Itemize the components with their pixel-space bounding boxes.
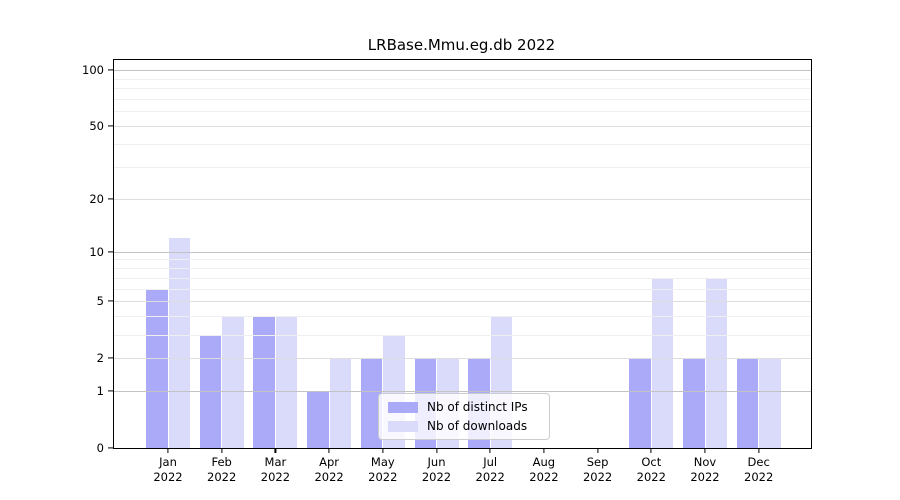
gridline xyxy=(114,259,811,261)
x-tick-mark xyxy=(382,448,384,453)
gridline xyxy=(114,358,811,359)
x-tick-mark xyxy=(597,448,599,453)
y-tick-label: 5 xyxy=(96,294,104,309)
bar-may-distinct-ips xyxy=(360,358,383,448)
y-tick-mark xyxy=(108,390,114,392)
gridline xyxy=(114,334,811,336)
gridline xyxy=(114,98,811,100)
y-tick-label: 10 xyxy=(89,244,104,259)
y-tick-label: 1 xyxy=(96,384,104,399)
x-tick-label-aug: Aug 2022 xyxy=(529,455,559,484)
gridline xyxy=(114,277,811,279)
x-tick-label-oct: Oct 2022 xyxy=(636,455,666,484)
bar-mar-downloads xyxy=(275,316,298,448)
bar-jan-distinct-ips xyxy=(146,288,168,448)
legend-item-downloads: Nb of downloads xyxy=(388,419,540,433)
y-tick-mark xyxy=(108,69,114,71)
bar-apr-distinct-ips xyxy=(307,391,329,448)
gridline xyxy=(114,288,811,290)
x-tick-mark xyxy=(221,448,223,453)
bar-feb-downloads xyxy=(222,316,244,448)
x-tick-mark xyxy=(489,448,491,453)
bar-nov-distinct-ips xyxy=(683,358,705,448)
gridline xyxy=(114,88,811,90)
bar-nov-downloads xyxy=(705,277,727,448)
gridline xyxy=(114,316,811,318)
gridline xyxy=(114,143,811,145)
x-tick-label-mar: Mar 2022 xyxy=(260,455,291,484)
x-tick-mark xyxy=(758,448,760,453)
x-tick-mark xyxy=(650,448,652,453)
x-tick-mark xyxy=(435,448,438,453)
x-tick-label-nov: Nov 2022 xyxy=(690,455,720,484)
bar-oct-downloads xyxy=(651,277,674,448)
bar-oct-distinct-ips xyxy=(629,358,651,448)
gridline xyxy=(114,391,811,393)
x-tick-label-jun: Jun 2022 xyxy=(421,455,452,484)
gridline xyxy=(114,251,811,253)
x-tick-label-jul: Jul 2022 xyxy=(475,455,505,484)
x-tick-label-feb: Feb 2022 xyxy=(207,455,237,484)
x-tick-mark xyxy=(704,448,706,453)
y-tick-label: 2 xyxy=(96,351,104,365)
x-tick-mark xyxy=(167,448,169,453)
y-tick-mark xyxy=(108,357,114,359)
legend: Nb of distinct IPs Nb of downloads xyxy=(378,393,550,440)
gridline xyxy=(114,198,811,200)
gridline xyxy=(114,126,811,127)
chart-title: LRBase.Mmu.eg.db 2022 xyxy=(367,36,556,54)
x-tick-label-dec: Dec 2022 xyxy=(744,455,774,484)
legend-swatch-downloads xyxy=(388,420,418,432)
gridline xyxy=(114,70,811,71)
y-tick-label: 50 xyxy=(89,119,104,133)
x-tick-mark xyxy=(328,448,330,453)
legend-item-distinct-ips: Nb of distinct IPs xyxy=(388,400,540,414)
legend-label: Nb of distinct IPs xyxy=(427,400,528,414)
bar-dec-distinct-ips xyxy=(736,358,759,448)
y-tick-mark xyxy=(108,447,114,449)
x-tick-label-sep: Sep 2022 xyxy=(582,455,613,484)
bar-mar-distinct-ips xyxy=(253,316,275,448)
x-tick-label-may: May 2022 xyxy=(368,455,398,484)
x-tick-mark xyxy=(543,448,545,453)
x-tick-label-jan: Jan 2022 xyxy=(153,455,183,484)
bar-jan-downloads xyxy=(168,237,190,448)
y-tick-mark xyxy=(108,198,114,200)
gridline xyxy=(114,301,811,303)
plot-area: 0 1 2 5 10 20 50 100 Jan 2022 Feb 2022 Mar 2022 Apr 20… xyxy=(82,59,812,484)
legend-label: Nb of downloads xyxy=(427,419,528,433)
y-tick-mark xyxy=(108,251,114,253)
y-tick-mark xyxy=(108,125,114,127)
x-tick-mark xyxy=(274,448,276,453)
gridline xyxy=(114,268,811,269)
bar-apr-downloads xyxy=(329,358,352,448)
y-tick-mark xyxy=(108,300,114,302)
gridline xyxy=(114,111,811,113)
x-tick-label-apr: Apr 2022 xyxy=(314,455,344,484)
bar-dec-downloads xyxy=(759,358,781,448)
gridline xyxy=(114,166,811,168)
y-tick-label: 100 xyxy=(82,63,104,77)
gridline xyxy=(114,78,811,80)
legend-swatch-distinct-ips xyxy=(388,401,418,413)
y-tick-label: 0 xyxy=(96,441,104,455)
y-tick-label: 20 xyxy=(89,191,104,206)
